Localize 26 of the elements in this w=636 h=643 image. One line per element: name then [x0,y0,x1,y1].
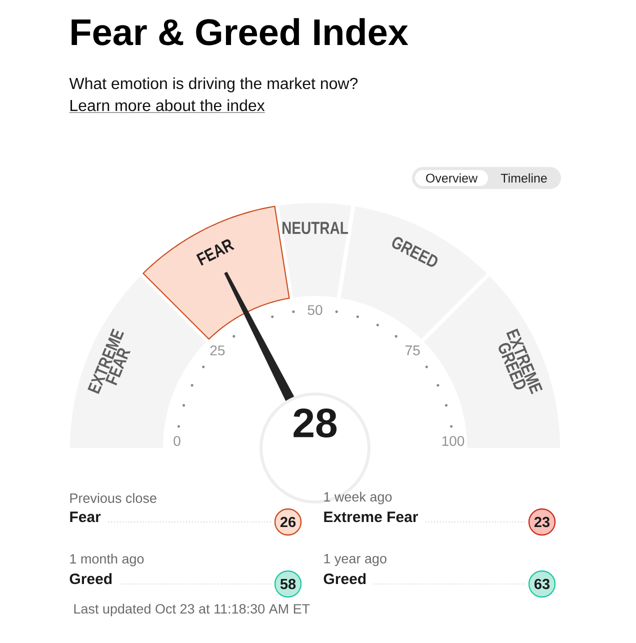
slice-label: FEAR [196,239,235,266]
text: Overview [426,173,478,183]
slice-label: NEUTRAL [282,222,348,234]
text: 75 [406,346,420,356]
text: Fear [70,512,101,522]
text: Timeline [500,173,547,183]
text: 1 year ago [324,554,386,566]
text: 58 [280,578,296,590]
text: 50 [308,305,322,315]
text: 28 [294,408,337,438]
text: 63 [534,578,550,590]
text: Greed [70,573,112,584]
text: 25 [210,345,225,356]
chart-title: Fear & Greed Index [72,18,408,46]
text: Greed [324,573,366,584]
text: Last updated Oct 23 at 11:18:30 AM ET [74,604,310,616]
text: 26 [280,516,296,528]
text: 1 month ago [70,554,144,566]
text: 0 [174,436,180,446]
text: 23 [534,516,550,528]
text: 100 [442,436,464,446]
text: Extreme Fear [324,512,418,522]
text: 1 week ago [324,492,392,504]
chart-subtitle: What emotion is driving the market now? [69,77,358,92]
text: Previous close [70,493,156,503]
text: Learn more about the index [70,99,265,112]
